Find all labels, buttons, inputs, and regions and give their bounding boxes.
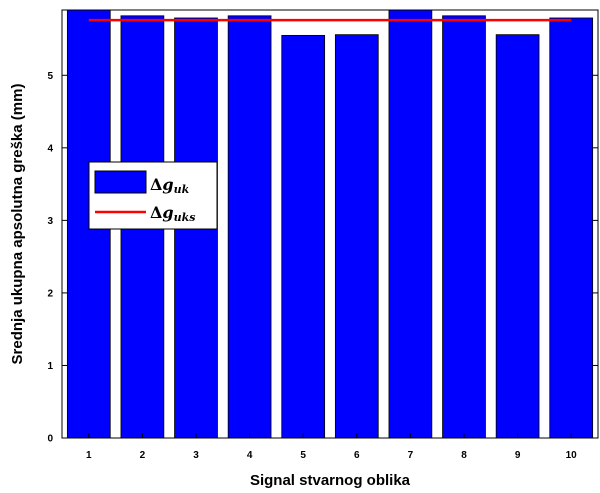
legend-base-1: g xyxy=(162,175,173,194)
x-tick-label-3: 3 xyxy=(193,450,199,461)
legend-sub-1: uk xyxy=(174,183,190,196)
y-tick-label-5: 5 xyxy=(47,71,53,82)
bar-5 xyxy=(281,34,326,439)
legend-delta-1: Δ xyxy=(150,175,162,194)
bar-6 xyxy=(334,34,379,439)
x-axis-title: Signal stvarnog oblika xyxy=(250,472,411,489)
legend-sub-2: uks xyxy=(174,211,196,224)
y-tick-label-1: 1 xyxy=(47,361,53,372)
axes-group xyxy=(61,9,599,439)
x-tick-label-4: 4 xyxy=(247,450,253,461)
x-tick-label-5: 5 xyxy=(300,450,306,461)
bar-4 xyxy=(227,15,272,439)
y-tick-label-2: 2 xyxy=(47,288,53,299)
x-tick-label-1: 1 xyxy=(86,450,92,461)
x-tick-label-7: 7 xyxy=(408,450,414,461)
bar-9 xyxy=(495,34,540,439)
legend-label-line: Δguks xyxy=(150,203,195,224)
y-axis-title: Srednja ukupna apsolutna greška (mm) xyxy=(9,84,26,365)
bar-10 xyxy=(549,17,594,439)
legend-base-2: g xyxy=(162,203,173,222)
y-tick-label-3: 3 xyxy=(47,216,53,227)
x-tick-label-9: 9 xyxy=(515,450,521,461)
plot-frame xyxy=(61,9,599,439)
x-tick-label-10: 10 xyxy=(566,450,578,461)
legend-label-bar: Δguk xyxy=(150,175,190,196)
y-tick-label-4: 4 xyxy=(47,143,53,154)
bars-group xyxy=(66,9,594,439)
legend-delta-2: Δ xyxy=(150,203,162,222)
y-tick-label-0: 0 xyxy=(47,434,53,445)
x-tick-label-6: 6 xyxy=(354,450,360,461)
ticks-group: 0 1 2 3 4 5 1 2 3 4 5 6 7 8 9 10 xyxy=(47,71,598,461)
x-tick-label-8: 8 xyxy=(461,450,467,461)
bar-8 xyxy=(442,15,486,439)
legend: Δguk Δguks xyxy=(88,161,218,230)
bar-7 xyxy=(388,9,433,439)
legend-swatch-bar xyxy=(94,170,147,194)
x-tick-label-2: 2 xyxy=(140,450,146,461)
